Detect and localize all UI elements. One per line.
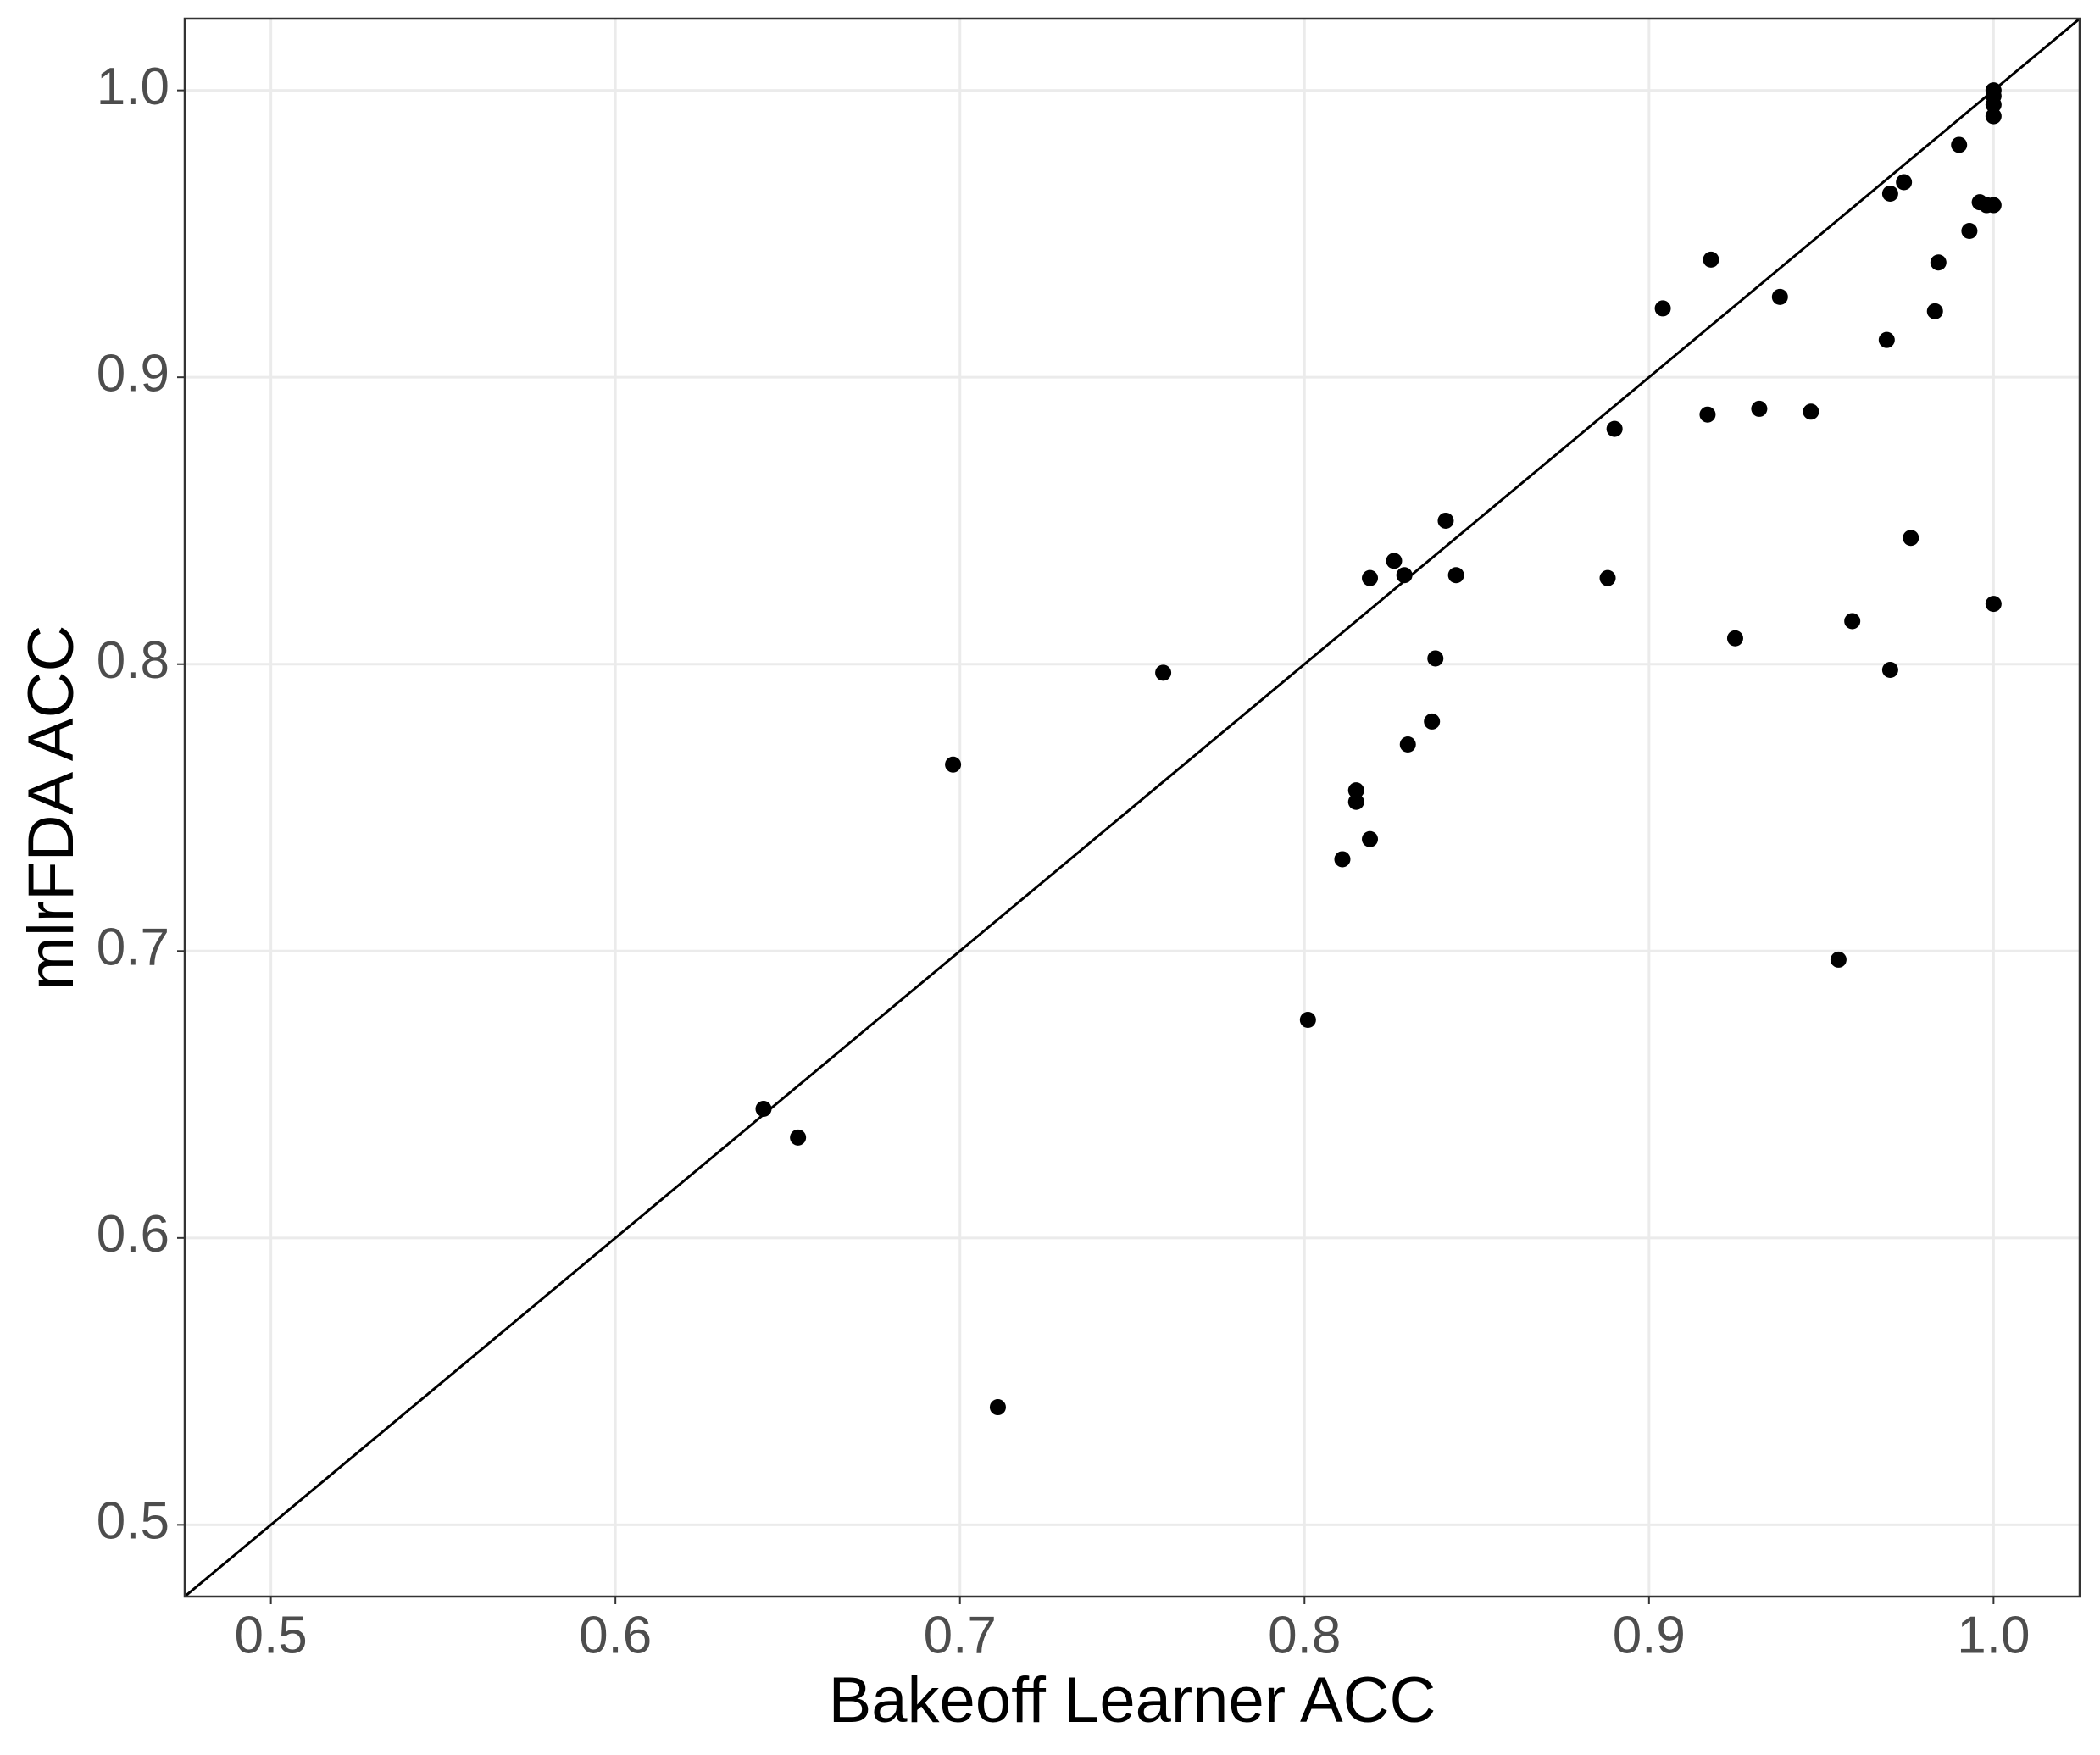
point bbox=[1699, 406, 1716, 423]
point bbox=[1424, 713, 1441, 730]
x-tick-label: 1.0 bbox=[1957, 1606, 2030, 1664]
y-tick-label: 0.9 bbox=[97, 345, 169, 403]
point bbox=[1961, 223, 1978, 240]
point bbox=[1726, 630, 1743, 647]
point bbox=[1930, 254, 1947, 271]
point bbox=[1985, 596, 2002, 613]
point bbox=[1396, 567, 1413, 584]
point bbox=[1881, 186, 1898, 203]
x-tick-label: 0.9 bbox=[1613, 1606, 1686, 1664]
point bbox=[790, 1129, 807, 1146]
point bbox=[1334, 851, 1351, 868]
y-tick-label: 1.0 bbox=[97, 58, 169, 116]
y-axis-title: mlrFDA ACC bbox=[15, 625, 87, 991]
point bbox=[1299, 1012, 1316, 1029]
point bbox=[1985, 97, 2002, 114]
point bbox=[1844, 613, 1861, 630]
point bbox=[1606, 420, 1623, 437]
point bbox=[1654, 300, 1671, 317]
panel-border bbox=[183, 17, 2081, 1598]
y-tick-label: 0.8 bbox=[97, 631, 169, 690]
point bbox=[1951, 136, 1968, 153]
identity-line bbox=[185, 19, 2080, 1597]
x-tick-label: 0.6 bbox=[579, 1606, 652, 1664]
point bbox=[1881, 661, 1898, 678]
point bbox=[1599, 569, 1616, 586]
point bbox=[1399, 736, 1416, 753]
point bbox=[1437, 512, 1454, 529]
x-tick-label: 0.5 bbox=[235, 1606, 308, 1664]
x-tick-label: 0.8 bbox=[1268, 1606, 1341, 1664]
point bbox=[1362, 569, 1379, 586]
y-tick-label: 0.5 bbox=[97, 1492, 169, 1551]
y-tick-label: 0.6 bbox=[97, 1205, 169, 1263]
point bbox=[755, 1100, 772, 1117]
y-tick-label: 0.7 bbox=[97, 919, 169, 977]
point bbox=[1985, 108, 2002, 125]
point bbox=[1926, 303, 1943, 319]
point bbox=[1427, 650, 1444, 667]
point bbox=[1771, 288, 1788, 305]
point bbox=[1878, 331, 1895, 348]
point bbox=[1830, 951, 1847, 968]
point bbox=[945, 756, 962, 773]
point bbox=[1803, 403, 1819, 420]
point bbox=[1155, 664, 1172, 681]
point bbox=[1447, 567, 1464, 584]
point bbox=[1347, 793, 1364, 810]
point bbox=[1896, 174, 1913, 191]
point bbox=[1703, 251, 1719, 268]
point bbox=[1985, 197, 2002, 214]
x-axis-title: Bakeoff Learner ACC bbox=[829, 1664, 1436, 1736]
point bbox=[1347, 782, 1364, 799]
x-tick-label: 0.7 bbox=[924, 1606, 997, 1664]
point bbox=[989, 1399, 1006, 1416]
point bbox=[1386, 553, 1403, 569]
point bbox=[1362, 830, 1379, 847]
point bbox=[1903, 530, 1919, 547]
point bbox=[1751, 400, 1768, 417]
